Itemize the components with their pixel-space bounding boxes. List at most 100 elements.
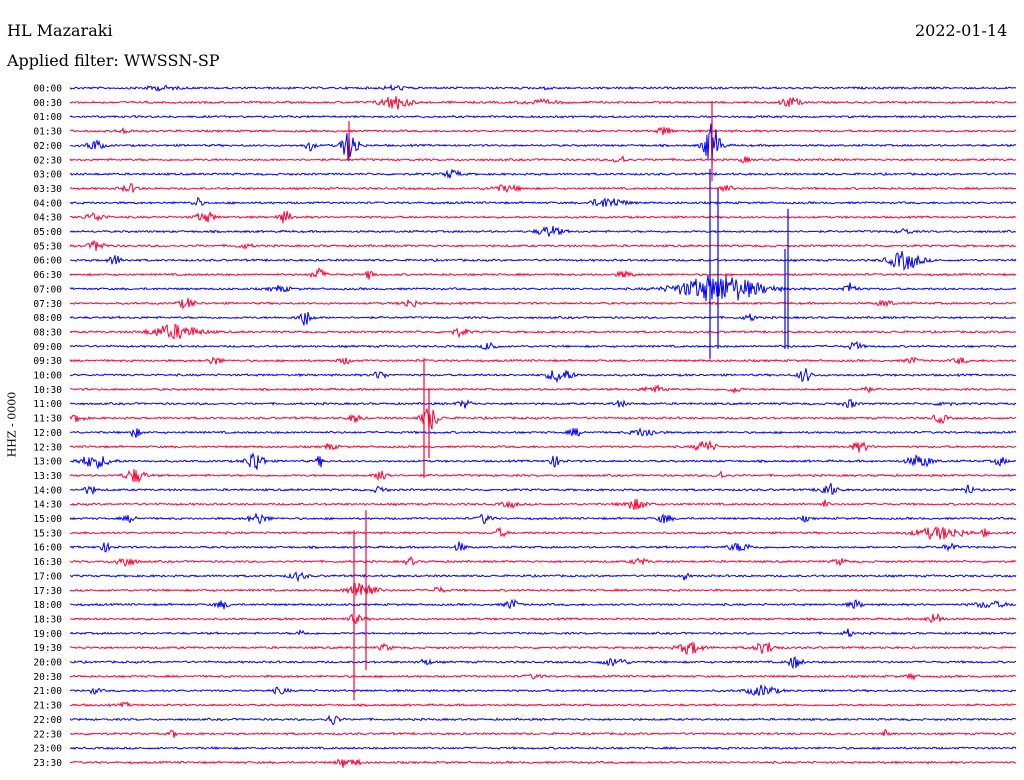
time-label: 05:30 [33, 241, 62, 252]
time-label: 16:00 [33, 543, 62, 554]
trace-line-12:00 [69, 427, 1017, 438]
station-title: HL Mazaraki [7, 21, 113, 40]
time-label: 17:30 [33, 586, 62, 597]
time-label: 12:00 [33, 428, 62, 439]
time-label: 05:00 [33, 227, 62, 238]
time-label: 13:30 [33, 471, 62, 482]
trace-line-09:30 [69, 356, 1017, 365]
time-label: 09:00 [33, 342, 62, 353]
trace-line-08:00 [69, 311, 1017, 326]
time-label: 10:00 [33, 371, 62, 382]
trace-line-11:00 [69, 398, 1017, 409]
trace-line-14:00 [70, 483, 1017, 496]
time-label: 08:30 [33, 327, 62, 338]
trace-line-06:00 [69, 251, 1017, 272]
trace-line-09:00 [69, 340, 1017, 351]
time-label: 22:30 [33, 729, 62, 740]
filter-label: Applied filter: WWSSN-SP [7, 51, 220, 70]
trace-line-06:30 [69, 267, 1017, 280]
trace-line-17:00 [69, 571, 1017, 583]
trace-line-01:00 [69, 114, 1017, 119]
time-label: 21:00 [33, 686, 62, 697]
time-label: 00:30 [33, 98, 62, 109]
time-label: 22:00 [33, 715, 62, 726]
trace-line-11:30 [69, 408, 1017, 430]
trace-line-15:00 [69, 513, 1017, 525]
trace-line-20:30 [69, 672, 1017, 681]
time-label: 17:00 [33, 571, 62, 582]
time-label: 06:30 [33, 270, 62, 281]
date-label: 2022-01-14 [915, 21, 1008, 40]
time-label: 16:30 [33, 557, 62, 568]
trace-line-07:30 [69, 297, 1017, 310]
time-label: 19:30 [33, 643, 62, 654]
trace-line-19:30 [69, 640, 1017, 655]
time-label: 11:30 [33, 414, 62, 425]
trace-line-23:30 [69, 758, 1017, 768]
trace-line-14:30 [69, 498, 1017, 510]
trace-line-16:30 [69, 555, 1017, 567]
time-label: 04:00 [33, 198, 62, 209]
trace-line-18:00 [69, 598, 1017, 610]
trace-line-15:30 [69, 526, 1017, 541]
time-label: 04:30 [33, 213, 62, 224]
time-label: 02:00 [33, 141, 62, 152]
time-label: 20:00 [33, 658, 62, 669]
trace-line-02:00 [69, 123, 1017, 167]
time-label: 01:30 [33, 127, 62, 138]
time-label: 11:00 [33, 399, 62, 410]
trace-line-18:30 [69, 612, 1017, 625]
trace-line-00:00 [69, 83, 1017, 93]
trace-line-00:30 [69, 96, 1017, 110]
trace-line-21:00 [69, 684, 1017, 696]
time-label: 08:00 [33, 313, 62, 324]
time-label: 23:00 [33, 744, 62, 755]
time-label: 15:00 [33, 514, 62, 525]
trace-line-10:00 [69, 368, 1017, 384]
time-label: 03:00 [33, 170, 62, 181]
trace-line-04:30 [69, 210, 1017, 224]
trace-line-16:00 [69, 541, 1017, 553]
trace-line-21:30 [69, 701, 1017, 708]
trace-line-05:30 [69, 240, 1017, 251]
time-label: 01:00 [33, 112, 62, 123]
time-labels: 00:00 00:30 01:00 01:30 02:00 02:30 03:00 03:30… [33, 84, 62, 769]
time-label: 00:00 [33, 84, 62, 95]
trace-line-23:00 [69, 745, 1017, 751]
time-label: 13:00 [33, 457, 62, 468]
time-label: 07:00 [33, 284, 62, 295]
time-label: 20:30 [33, 672, 62, 683]
trace-line-01:30 [69, 126, 1016, 136]
time-label: 15:30 [33, 528, 62, 539]
trace-line-13:00 [69, 452, 1017, 470]
trace-line-22:30 [70, 728, 1017, 738]
time-label: 21:30 [33, 701, 62, 712]
trace-line-19:00 [69, 628, 1017, 638]
time-label: 18:30 [33, 614, 62, 625]
trace-line-02:30 [69, 155, 1017, 164]
time-label: 10:30 [33, 385, 62, 396]
trace-line-03:30 [69, 183, 1017, 194]
trace-line-20:00 [69, 655, 1017, 670]
trace-line-10:30 [69, 383, 1017, 395]
trace-line-12:30 [69, 440, 1017, 453]
trace-line-13:30 [69, 468, 1017, 484]
time-label: 14:30 [33, 500, 62, 511]
time-label: 06:00 [33, 256, 62, 267]
time-label: 07:30 [33, 299, 62, 310]
time-label: 18:00 [33, 600, 62, 611]
time-label: 09:30 [33, 356, 62, 367]
trace-line-07:00 [69, 275, 1017, 302]
time-label: 03:30 [33, 184, 62, 195]
time-label: 19:00 [33, 629, 62, 640]
trace-line-05:00 [69, 225, 1017, 238]
time-label: 14:00 [33, 485, 62, 496]
trace-lines [69, 83, 1017, 768]
trace-line-03:00 [69, 168, 1017, 179]
trace-line-17:30 [69, 581, 1017, 596]
time-label: 23:30 [33, 758, 62, 769]
trace-line-08:30 [69, 323, 1017, 340]
trace-line-22:00 [69, 714, 1017, 726]
time-label: 12:30 [33, 442, 62, 453]
